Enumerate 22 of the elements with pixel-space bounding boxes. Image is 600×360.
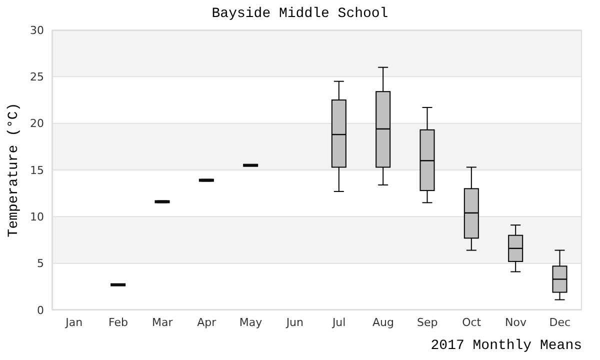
x-tick-label: Feb [108,316,128,329]
x-tick-label: Sep [417,316,438,329]
y-tick-label: 5 [37,257,44,270]
x-tick-label: Jan [64,316,83,329]
x-tick-label: May [239,316,263,329]
x-tick-label: Apr [197,316,217,329]
x-tick-label: Dec [549,316,571,329]
y-tick-label: 25 [30,70,44,84]
x-tick-label: Oct [462,316,482,329]
y-tick-label: 0 [37,304,44,317]
x-axis-title: 2017 Monthly Means [430,338,582,354]
x-tick-label: Aug [372,316,394,329]
x-tick-label: Mar [152,316,174,329]
y-tick-label: 15 [30,164,44,177]
x-tick-label: Jul [331,316,346,329]
y-axis-title: Temperature (°C) [6,102,22,238]
y-tick-label: 20 [30,117,44,130]
x-tick-label: Nov [505,316,527,329]
y-tick-label: 10 [30,210,44,224]
y-tick-label: 30 [30,24,44,37]
x-tick-label: Jun [285,316,304,329]
chart-title: Bayside Middle School [210,6,390,22]
